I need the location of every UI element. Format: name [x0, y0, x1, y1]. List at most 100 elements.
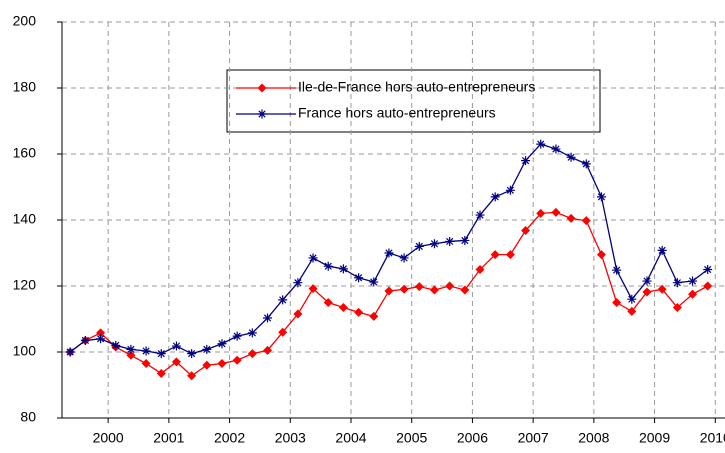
marker: [263, 345, 273, 355]
x-tick-label: 2001: [153, 430, 184, 446]
marker: [703, 281, 713, 291]
marker: [156, 368, 166, 378]
marker: [80, 335, 90, 345]
marker: [703, 265, 713, 274]
marker: [171, 357, 181, 367]
marker: [202, 360, 212, 370]
marker: [384, 248, 394, 258]
marker: [232, 331, 242, 341]
legend: Ile-de-France hors auto-entrepreneurs Fra…: [236, 79, 535, 121]
marker: [688, 276, 698, 286]
marker: [323, 298, 333, 307]
marker: [460, 285, 470, 295]
marker: [475, 265, 485, 274]
marker: [141, 346, 151, 356]
marker: [308, 253, 318, 263]
marker: [642, 276, 652, 286]
marker: [96, 334, 106, 344]
marker: [688, 289, 698, 299]
marker: [627, 306, 637, 316]
y-tick-label: 140: [13, 211, 37, 227]
marker: [581, 159, 591, 169]
marker: [263, 313, 273, 323]
y-tick-label: 180: [13, 79, 37, 95]
y-tick-label: 200: [13, 13, 37, 29]
marker: [551, 207, 561, 217]
marker: [521, 156, 531, 166]
marker: [217, 359, 227, 369]
marker: [338, 302, 348, 312]
marker: [156, 349, 166, 359]
marker: [612, 298, 622, 307]
marker: [232, 355, 242, 365]
marker: [536, 208, 546, 218]
x-tick-label: 2000: [93, 430, 124, 446]
x-tick-label: 2008: [578, 430, 609, 446]
marker: [657, 284, 667, 294]
y-tick-label: 80: [20, 409, 36, 425]
marker: [445, 236, 455, 246]
marker: [96, 328, 106, 338]
y-tick-label: 120: [13, 277, 37, 293]
marker: [642, 287, 652, 297]
legend-box: [226, 69, 601, 133]
marker: [505, 185, 515, 195]
marker: [293, 309, 303, 319]
marker: [369, 277, 379, 287]
marker: [141, 359, 151, 369]
marker: [171, 341, 181, 351]
marker: [202, 344, 212, 354]
x-tick-label: 2004: [335, 430, 366, 446]
marker: [672, 278, 682, 288]
marker: [657, 245, 667, 255]
marker: [566, 213, 576, 223]
marker: [505, 250, 515, 260]
marker: [126, 344, 136, 354]
marker: [187, 371, 197, 381]
marker: [490, 192, 500, 202]
marker: [257, 83, 267, 93]
marker: [278, 295, 288, 305]
marker: [217, 339, 227, 349]
marker: [354, 273, 364, 283]
marker: [247, 349, 257, 359]
marker: [490, 250, 500, 260]
marker: [247, 328, 257, 338]
marker: [414, 282, 424, 292]
marker: [338, 264, 348, 274]
marker: [354, 307, 364, 317]
marker: [257, 109, 267, 119]
y-tick-label: 100: [13, 343, 37, 359]
marker: [429, 285, 439, 295]
marker: [596, 192, 606, 202]
x-tick-label: 2002: [214, 430, 245, 446]
marker: [278, 327, 288, 337]
x-tick-label: 2005: [396, 430, 427, 446]
marker: [445, 281, 455, 291]
marker: [293, 278, 303, 288]
marker: [460, 235, 470, 245]
marker: [384, 286, 394, 296]
marker: [551, 144, 561, 154]
y-tick-label: 160: [13, 145, 37, 161]
marker: [475, 210, 485, 220]
marker: [672, 302, 682, 312]
marker: [536, 139, 546, 149]
marker: [612, 265, 622, 275]
marker: [566, 152, 576, 162]
marker: [521, 226, 531, 236]
marker: [65, 347, 75, 357]
marker: [369, 311, 379, 321]
legend-label: Ile-de-France hors auto-entrepreneurs: [298, 79, 535, 95]
x-tick-label: 2006: [457, 430, 488, 446]
marker: [399, 284, 409, 294]
legend-label: France hors auto-entrepreneurs: [298, 105, 496, 121]
x-tick-label: 2003: [275, 430, 306, 446]
x-tick-label: 2009: [639, 430, 670, 446]
marker: [414, 241, 424, 251]
marker: [399, 253, 409, 263]
marker: [308, 284, 318, 294]
marker: [187, 349, 197, 359]
marker: [111, 340, 121, 350]
